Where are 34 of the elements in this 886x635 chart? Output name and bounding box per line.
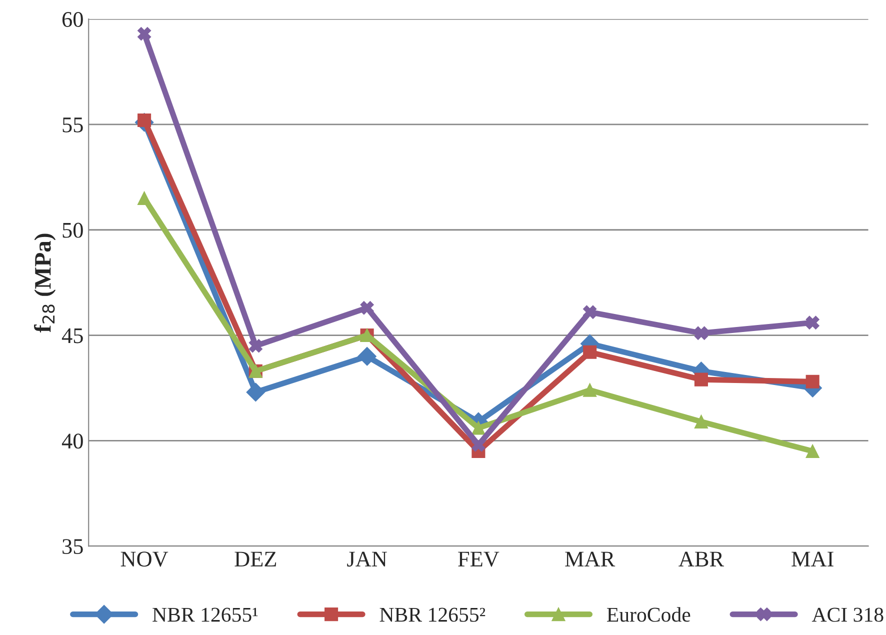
x-tick-label: MAI [792, 552, 834, 566]
point [583, 305, 597, 319]
legend-label: NBR 12655² [380, 608, 486, 622]
point [806, 444, 820, 458]
point [806, 316, 820, 330]
point [583, 383, 597, 397]
x-tick-label: NOV [120, 552, 168, 567]
point [806, 374, 820, 388]
point [694, 326, 708, 340]
y-tick-label: 60 [62, 12, 83, 27]
y-tick-label: 35 [62, 539, 83, 554]
point [246, 382, 266, 402]
y-axis-title: f$_{28}$ (MPa) [34, 234, 56, 332]
x-tick-label: ABR [678, 552, 724, 566]
point [472, 421, 486, 435]
y-tick-label: 40 [62, 434, 83, 449]
legend-label: ACI 318 [812, 608, 884, 622]
point [358, 347, 376, 366]
point [694, 414, 708, 428]
y-tick-label: 45 [62, 328, 83, 344]
y-tick-label: 50 [62, 222, 83, 238]
x-tick-label: JAN [347, 552, 387, 567]
point [138, 27, 152, 41]
point [138, 191, 152, 206]
point [248, 339, 262, 353]
x-tick-label: DEZ [234, 552, 276, 566]
point [694, 372, 708, 386]
legend-label: NBR 12655¹ [152, 608, 258, 622]
point [360, 301, 374, 315]
legend-label: EuroCode [607, 607, 690, 622]
y-tick-label: 55 [62, 118, 83, 132]
x-tick-label: MAR [565, 552, 616, 566]
x-tick-label: FEV [458, 552, 500, 567]
point [583, 345, 597, 359]
